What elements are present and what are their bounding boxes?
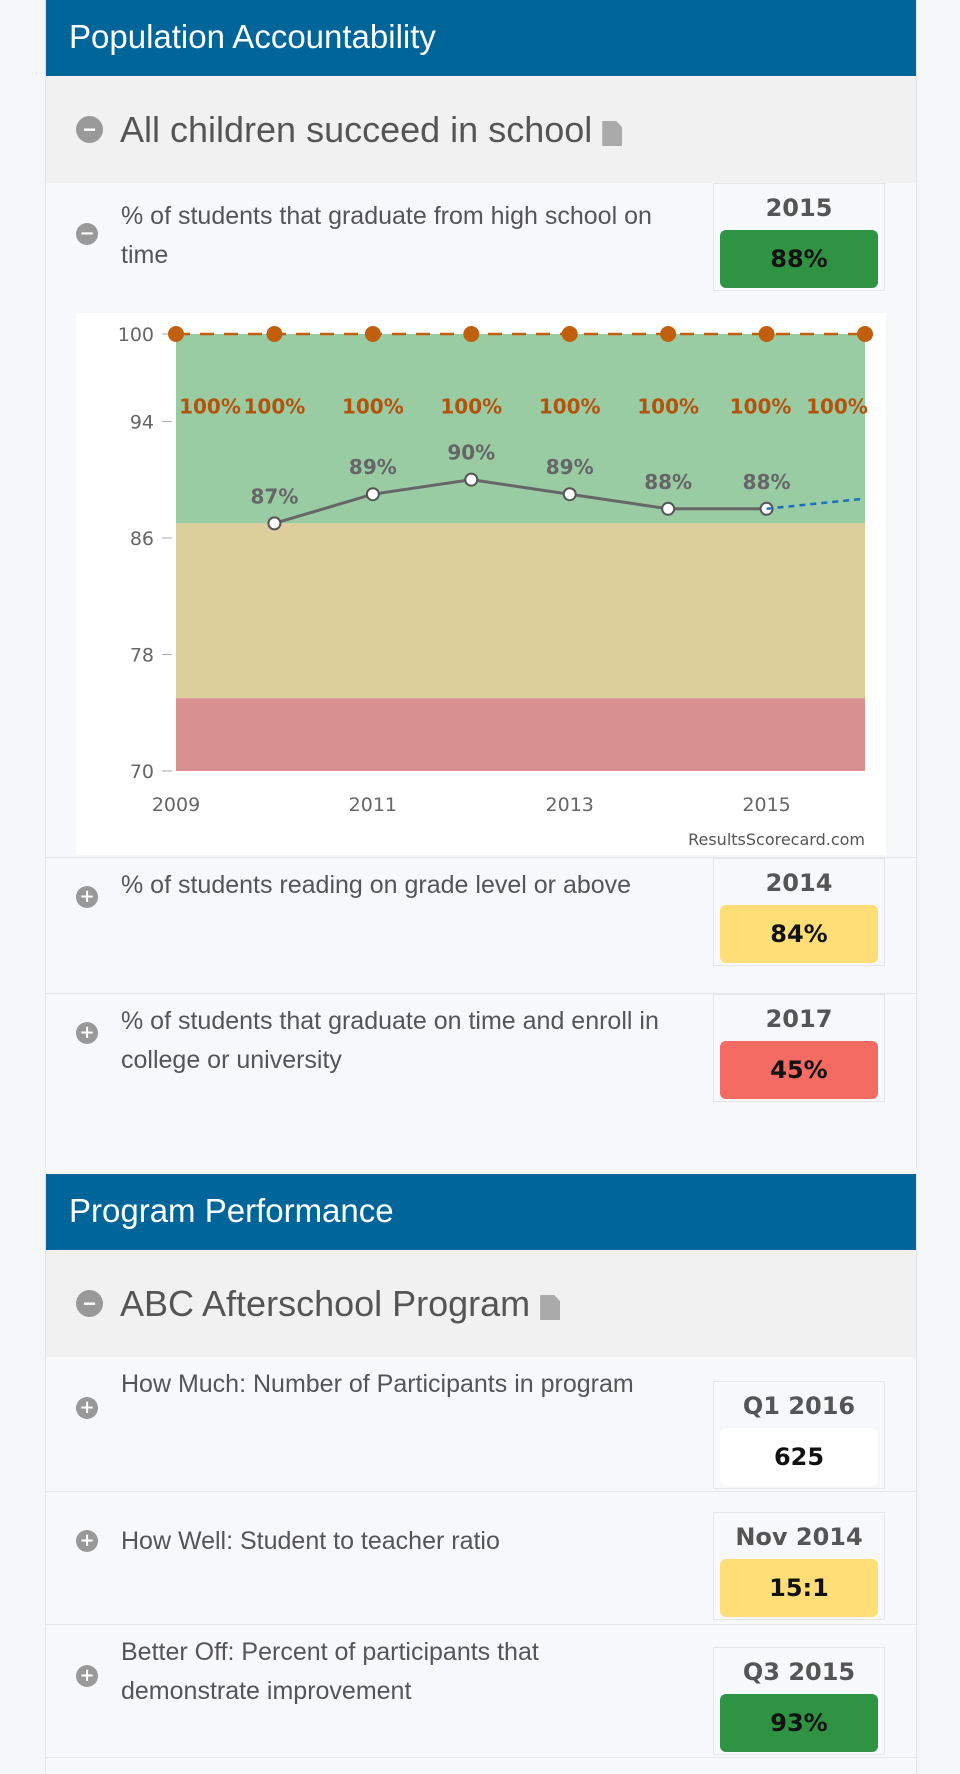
target-point [168,326,184,342]
document-icon[interactable] [602,121,623,146]
target-point [364,326,381,342]
data-point [267,516,282,531]
chart-svg: 70 78 86 94 100 2009 2011 2013 2015 87% 89% 90% 89% 8… [118,324,873,849]
value-box: 2015 88% [713,183,885,291]
plus-circle-icon[interactable]: + [76,1665,98,1687]
y-tick-label: 86 [130,528,154,550]
section-header: Program Performance [46,1174,916,1250]
chart: 70 78 86 94 100 2009 2011 2013 2015 87% 89% 90% 89% 8… [76,313,886,855]
measure-row[interactable]: + % of students that graduate on time an… [46,994,916,1130]
target-point [660,326,677,342]
target-label: 100% [244,394,306,418]
value-box: Nov 2014 15:1 [713,1512,885,1620]
measure-label[interactable]: How Well: Student to teacher ratio [121,1527,500,1555]
x-tick-label: 2009 [152,794,200,816]
series-line [274,478,767,525]
y-tick-label: 70 [130,761,154,783]
target-label: 100% [730,394,792,418]
period: 2015 [765,194,833,222]
plus-circle-icon[interactable]: + [76,886,98,908]
target-point [463,326,480,342]
target-label: 100% [539,394,601,418]
group-header[interactable]: − All children succeed in school [46,76,916,183]
data-point [562,487,577,502]
target-point [266,326,283,342]
status-value: 93% [720,1694,878,1752]
value-box: 2017 45% [713,994,885,1102]
value-box: Q3 2015 93% [713,1647,885,1755]
target-label: 100% [179,394,241,418]
population-accountability-panel: Population Accountability − All children… [45,0,917,1168]
document-icon[interactable] [540,1295,561,1320]
minus-circle-icon[interactable]: − [76,223,98,245]
minus-circle-icon[interactable]: − [76,116,103,143]
status-value: 45% [720,1041,878,1099]
band [176,698,865,771]
data-label: 90% [447,441,495,465]
target-label: 100% [806,394,868,418]
data-point [365,487,380,502]
measure-row[interactable]: + % of students reading on grade level o… [46,858,916,994]
data-point [464,472,479,487]
period: 2014 [765,869,833,897]
period: Q3 2015 [742,1658,856,1686]
data-label: 89% [349,455,397,479]
period: Nov 2014 [735,1523,863,1551]
measure-label[interactable]: % of students reading on grade level or … [121,871,632,899]
measure-row[interactable]: + How Well: Student to teacher ratio Nov… [46,1492,916,1625]
plus-circle-icon[interactable]: + [76,1022,98,1044]
target-point [561,326,578,342]
status-value: 84% [720,905,878,963]
period: 2017 [765,1005,833,1033]
data-point [661,501,676,516]
target-label: 100% [637,394,699,418]
status-value: 15:1 [720,1559,878,1617]
measure-label[interactable]: How Much: Number of Participants in prog… [121,1370,634,1398]
status-value: 88% [720,230,878,288]
series-line [766,497,866,511]
measure-label[interactable]: % of students that graduate from high sc… [121,202,652,269]
plus-circle-icon[interactable]: + [76,1530,98,1552]
band [176,523,865,699]
target-label: 100% [440,394,502,418]
x-tick-label: 2015 [742,794,790,816]
data-label: 88% [743,470,791,494]
measure-row[interactable]: + Better Off: Percent of participants th… [46,1625,916,1758]
data-label: 88% [644,470,692,494]
band [176,334,865,524]
measure-label[interactable]: Better Off: Percent of participants that… [121,1638,539,1705]
x-tick-label: 2013 [546,794,594,816]
value-box: 2014 84% [713,858,885,966]
y-tick-label: 78 [130,644,154,666]
group-header[interactable]: − ABC Afterschool Program [46,1250,916,1357]
section-header: Population Accountability [46,0,916,76]
measure-label[interactable]: % of students that graduate on time and … [121,1007,659,1074]
y-tick-label: 100 [118,324,154,346]
data-label: 87% [250,484,298,508]
program-performance-panel: Program Performance − ABC Afterschool Pr… [45,1174,917,1774]
value-box: Q1 2016 625 [713,1381,885,1489]
minus-circle-icon[interactable]: − [76,1290,103,1317]
chart-credit: ResultsScorecard.com [688,830,865,849]
target-point [857,326,873,342]
group-title: ABC Afterschool Program [120,1282,531,1324]
y-tick-label: 94 [130,411,154,433]
x-tick-label: 2011 [349,794,397,816]
data-label: 89% [546,455,594,479]
group-title: All children succeed in school [120,108,593,150]
measure-row[interactable]: − % of students that graduate from high … [46,183,916,858]
target-point [758,326,775,342]
plus-circle-icon[interactable]: + [76,1397,98,1419]
measure-row[interactable]: + How Much: Number of Participants in pr… [46,1357,916,1492]
target-label: 100% [342,394,404,418]
period: Q1 2016 [742,1392,856,1420]
status-value: 625 [720,1428,878,1486]
